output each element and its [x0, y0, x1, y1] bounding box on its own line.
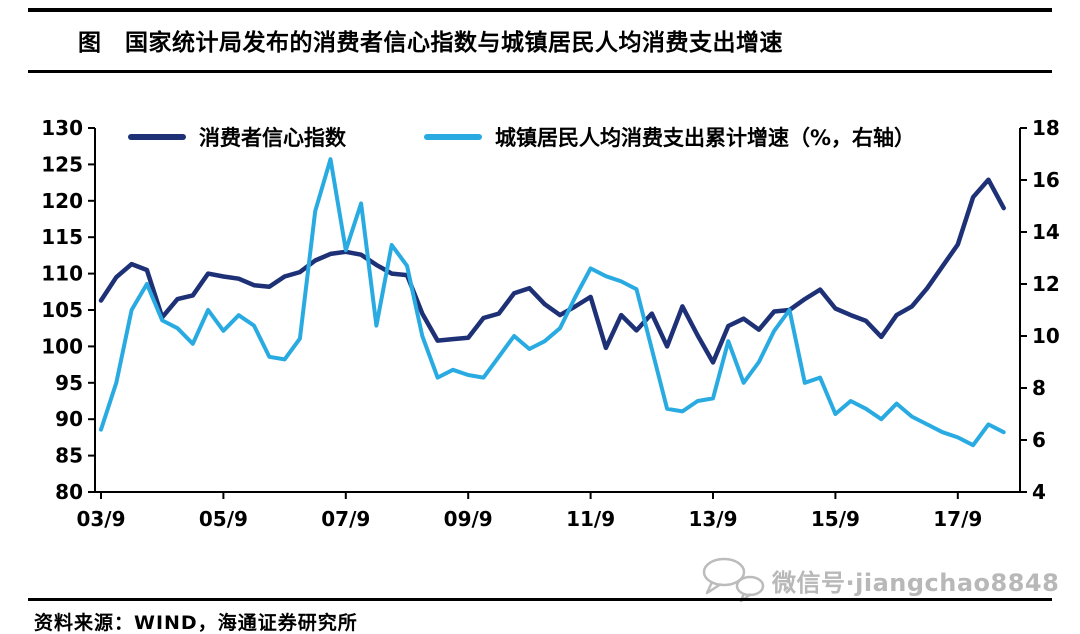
x-axis-tick-label: 17/9: [933, 507, 982, 531]
y-axis-left-tick-label: 130: [41, 116, 83, 140]
y-axis-right-tick-label: 14: [1032, 220, 1060, 244]
y-axis-left-tick-label: 95: [55, 371, 83, 395]
footer-divider: [28, 598, 1052, 601]
series-confidence-line: [98, 177, 1006, 365]
x-axis-tick-label: 15/9: [811, 507, 860, 531]
title-bar: 图 国家统计局发布的消费者信心指数与城镇居民人均消费支出增速: [28, 8, 1052, 73]
series-consumption-growth-line: [99, 157, 1006, 448]
y-axis-left-tick-label: 110: [41, 262, 83, 286]
y-axis-right-tick-label: 12: [1032, 272, 1060, 296]
watermark: 微信号·jiangchao8848: [700, 556, 1059, 604]
y-axis-left-tick-label: 115: [41, 225, 83, 249]
x-axis-tick-label: 03/9: [76, 507, 125, 531]
y-axis-right-tick-label: 6: [1032, 428, 1046, 452]
x-axis-tick-label: 09/9: [444, 507, 493, 531]
y-axis-right-tick-label: 10: [1032, 324, 1060, 348]
legend-item-consumption-growth: 城镇居民人均消费支出累计增速（%，右轴）: [424, 122, 915, 152]
source-note: 资料来源：WIND，海通证券研究所: [34, 612, 358, 634]
y-axis-left-tick-label: 90: [55, 407, 83, 431]
y-axis-right-tick-label: 16: [1032, 168, 1060, 192]
legend-label-confidence: 消费者信心指数: [199, 126, 346, 150]
chart-svg: 130 125 120 115 110 105 100 95 90 85 80 18 16 14 12 10 8…: [41, 116, 1060, 531]
legend-swatch-consumption-line: [424, 134, 482, 140]
legend-label-consumption-growth: 城镇居民人均消费支出累计增速（%，右轴）: [495, 126, 916, 150]
wechat-speech-bubbles-icon: [702, 557, 765, 603]
y-axis-left-tick-label: 105: [41, 298, 83, 322]
y-axis-left-tick-label: 125: [41, 152, 83, 176]
y-axis-right-tick-label: 18: [1032, 116, 1060, 140]
y-axis-right-tick-label: 8: [1032, 376, 1046, 400]
x-axis-tick-label: 05/9: [199, 507, 248, 531]
x-axis-tick-label: 07/9: [321, 507, 370, 531]
legend-swatch-confidence-line: [128, 134, 186, 140]
y-axis-left-tick-label: 80: [55, 480, 83, 504]
chart-title: 图 国家统计局发布的消费者信心指数与城镇居民人均消费支出增速: [78, 30, 783, 56]
x-axis-tick-label: 13/9: [688, 507, 737, 531]
chart-legend: 消费者信心指数 城镇居民人均消费支出累计增速（%，右轴）: [128, 122, 915, 152]
y-axis-left-tick-label: 120: [41, 189, 83, 213]
y-axis-left-tick-label: 100: [41, 334, 83, 358]
y-axis-right-tick-label: 4: [1032, 480, 1046, 504]
watermark-text: 微信号·jiangchao8848: [772, 568, 1060, 597]
legend-item-confidence: 消费者信心指数: [128, 122, 346, 152]
y-axis-left-tick-label: 85: [55, 444, 83, 468]
x-axis-tick-label: 11/9: [566, 507, 615, 531]
